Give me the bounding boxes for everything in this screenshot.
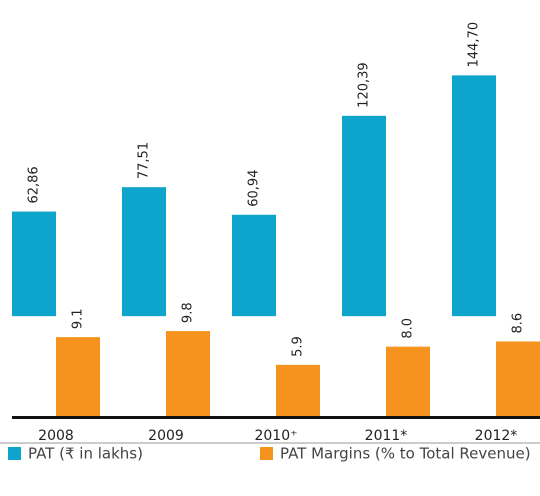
bar [452,75,496,317]
value-label: 144,70 [467,22,482,68]
value-label: 8.6 [511,313,526,334]
bar [122,187,166,317]
bar [276,364,320,416]
x-tick-label: 2010⁺ [254,428,297,444]
x-tick-label: 2009 [148,428,184,444]
legend-label: PAT Margins (% to Total Revenue) [280,445,531,463]
bar [166,331,210,416]
bar [342,115,386,317]
bar [386,346,430,416]
value-label: 8.0 [401,318,416,339]
value-label: 5.9 [291,336,306,357]
x-tick-label: 2011* [365,428,408,444]
bar [56,337,100,416]
legend-swatch [8,447,21,460]
legend-label: PAT (₹ in lakhs) [28,445,143,463]
value-label: 60,94 [247,170,262,207]
value-label: 120,39 [357,62,372,108]
x-tick-label: 2008 [38,428,74,444]
baseline [12,416,540,419]
bar [232,214,276,317]
x-tick-label: 2012* [475,428,518,444]
legend-swatch [260,447,273,460]
bar [12,211,56,317]
value-label: 9.8 [181,302,196,323]
value-label: 62,86 [27,166,42,203]
value-label: 77,51 [137,142,152,179]
value-label: 9.1 [71,308,86,329]
bar [496,341,540,416]
